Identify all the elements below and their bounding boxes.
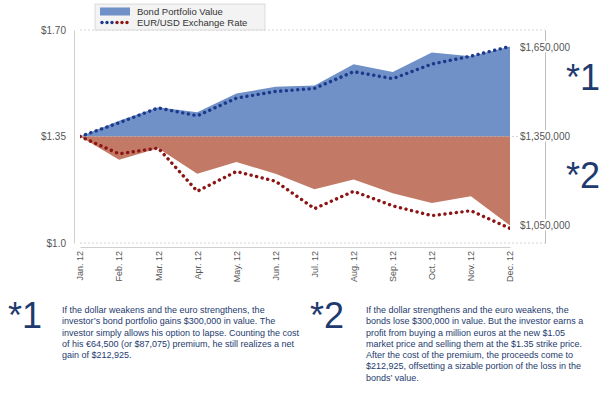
tick: $1.0 [47, 238, 74, 249]
line [80, 46, 510, 136]
y2-axis: $1,650,000 $1,350,000 $1,050,000 [520, 31, 570, 244]
tick: Nov. 12 [466, 247, 476, 281]
tick-label: $1,050,000 [520, 220, 570, 231]
tick-label: Sep. 12 [388, 251, 398, 282]
tick-label: Jan. 12 [75, 251, 85, 281]
tick: $1.70 [41, 25, 74, 36]
annotation-text: If the dollar weakens and the euro stren… [62, 305, 300, 361]
tick-label: $1.35 [41, 131, 66, 142]
tick-label: $1,650,000 [520, 42, 570, 53]
legend-swatch [100, 8, 130, 16]
tick-label: May. 12 [232, 251, 242, 282]
x-axis: Jan. 12 Feb. 12 Mar. 12 Apr. 12 May. 12 Jun. … [75, 247, 515, 282]
area [80, 47, 510, 137]
tick: Sep. 12 [388, 247, 398, 282]
tick: Aug. 12 [349, 247, 359, 282]
tick: Apr. 12 [193, 247, 203, 280]
axis-line [74, 31, 75, 244]
tick-label: $1.70 [41, 25, 66, 36]
tick: $1.35 [41, 131, 74, 142]
tick-label: Aug. 12 [349, 251, 359, 282]
tick-label: Jun. 12 [271, 251, 281, 281]
annotation-text: If the dollar strengthens and the euro w… [366, 305, 594, 384]
tick: Oct. 12 [427, 247, 437, 280]
tick: May. 12 [232, 247, 242, 282]
legend-swatch [115, 21, 118, 24]
tick-label: Apr. 12 [193, 251, 203, 280]
tick: Jun. 12 [271, 247, 281, 281]
tick: Jul. 12 [310, 247, 320, 278]
tick: Feb. 12 [114, 247, 124, 282]
legend-swatch [125, 21, 128, 24]
tick-label: $1,350,000 [520, 131, 570, 142]
y-axis: $1.70 $1.35 $1.0 [41, 25, 75, 249]
annotation-marker: *1 [8, 298, 42, 334]
grid [80, 30, 545, 243]
tick-label: Mar. 12 [154, 251, 164, 281]
legend-label: Bond Portfolio Value [137, 6, 223, 17]
legend-label: EUR/USD Exchange Rate [137, 17, 247, 28]
annotation-marker: *2 [566, 155, 600, 196]
tick: $1,050,000 [520, 220, 570, 231]
tick: Dec. 12 [505, 247, 515, 282]
tick-label: Jul. 12 [310, 251, 320, 278]
tick-label: Nov. 12 [466, 251, 476, 281]
legend-swatch [100, 21, 103, 24]
legend-box [95, 4, 265, 30]
legend-swatch [110, 21, 113, 24]
tick: $1,350,000 [520, 131, 570, 142]
annotation-marker: *1 [566, 57, 600, 98]
tick-label: $1.0 [47, 238, 67, 249]
grid-line [80, 243, 545, 244]
legend-swatch [120, 21, 123, 24]
tick-label: Feb. 12 [114, 251, 124, 282]
tick-label: Oct. 12 [427, 251, 437, 280]
annotation-marker: *2 [310, 298, 344, 334]
axis-line [81, 247, 511, 248]
line [80, 137, 510, 229]
legend-swatch [105, 21, 108, 24]
tick-label: Dec. 12 [505, 251, 515, 282]
plot-marks [80, 46, 510, 228]
tick: Jan. 12 [75, 247, 85, 281]
tick: Mar. 12 [154, 247, 164, 281]
tick: $1,650,000 [520, 42, 570, 53]
legend: Bond Portfolio ValueEUR/USD Exchange Rat… [95, 4, 265, 30]
